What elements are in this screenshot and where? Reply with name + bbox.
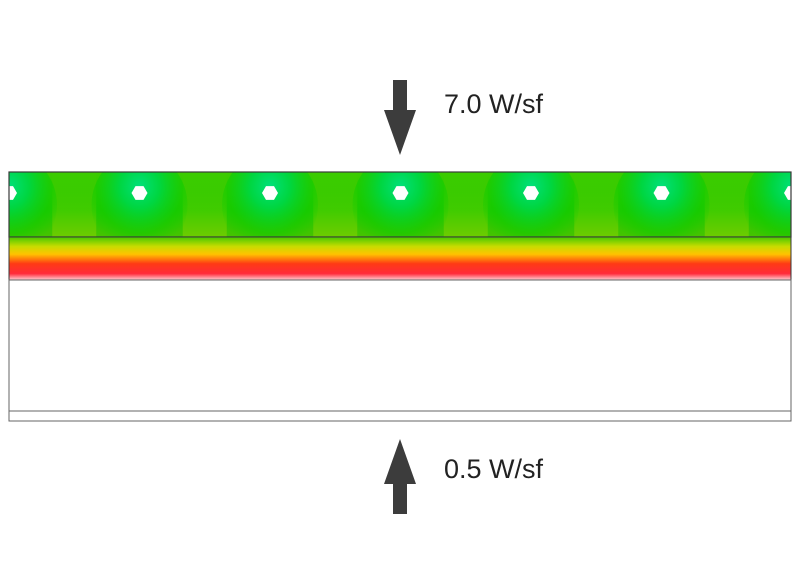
- top-load-label: 7.0 W/sf: [444, 89, 544, 119]
- hexagon-tube-icon: [262, 186, 278, 200]
- bottom-load-label: 0.5 W/sf: [444, 454, 544, 484]
- subfloor-layer: [8, 279, 792, 412]
- heated-slab: [8, 171, 792, 238]
- hexagon-tube-icon: [131, 186, 148, 200]
- down-arrow-icon: [384, 80, 416, 155]
- temperature-strip: [8, 236, 792, 281]
- hexagon-tube-icon: [9, 186, 17, 200]
- up-arrow-icon: [384, 439, 416, 514]
- base-layer: [8, 410, 792, 422]
- hexagon-tube-icon: [523, 186, 539, 200]
- hexagon-tube-icon: [392, 186, 409, 200]
- hexagon-tube-icon: [784, 186, 791, 200]
- hexagon-tube-icon: [653, 186, 670, 200]
